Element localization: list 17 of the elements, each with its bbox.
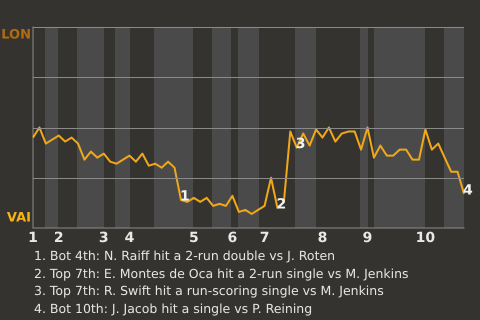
text: VAI (6, 210, 31, 226)
x-tick-label: 10 (416, 230, 436, 246)
x-tick-label: 1 (28, 230, 38, 246)
x-tick-label: 5 (188, 230, 199, 246)
text: LON (1, 27, 31, 42)
x-tick-label: 7 (260, 230, 270, 246)
x-tick-label: 2 (54, 230, 64, 246)
x-tick-label: 8 (318, 230, 328, 246)
x-tick-label: 3 (98, 230, 109, 246)
x-tick-label: 4 (124, 230, 135, 246)
annotation: 4 (463, 182, 473, 198)
text: 2. Top 7th: E. Montes de Oca hit a 2-run single vs M. Jenkins (34, 264, 410, 282)
text: 1. Bot 4th: N. Raiff hit a 2-run double vs J. Roten (34, 247, 336, 264)
x-tick-label: 6 (228, 230, 238, 246)
text: 3. Top 7th: R. Swift hit a run-scoring single vs M. Jenkins (34, 282, 385, 300)
x-tick-label: 9 (362, 230, 372, 246)
text: 4. Bot 10th: J. Jacob hit a single vs P. Reining (34, 300, 314, 317)
